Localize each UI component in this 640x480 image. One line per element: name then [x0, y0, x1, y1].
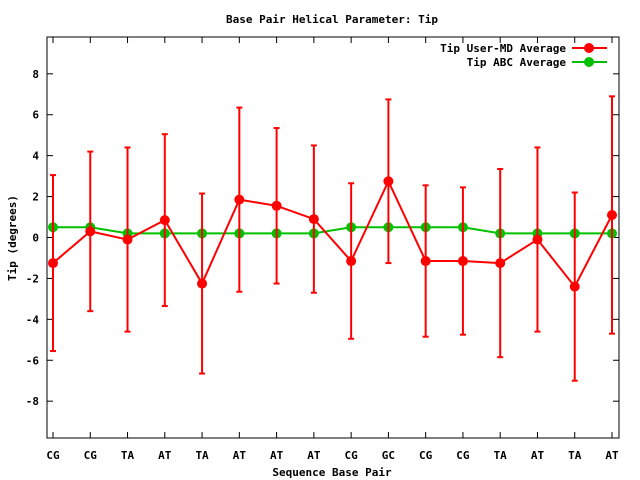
series-line-abc	[53, 226, 612, 235]
y-tick-label: 2	[32, 191, 39, 204]
legend-label: Tip ABC Average	[467, 56, 567, 69]
series-user-md	[48, 95, 617, 382]
x-tick-label: AT	[307, 449, 321, 462]
y-tick-label: 8	[32, 68, 39, 81]
legend-marker	[584, 57, 594, 67]
y-tick-label: -2	[26, 272, 39, 285]
x-tick-label: AT	[270, 449, 284, 462]
y-axis-label: Tip (degrees)	[6, 195, 19, 281]
data-point-user-md	[197, 278, 208, 289]
data-point-user-md	[457, 256, 468, 267]
series-line-user-md	[52, 178, 613, 289]
x-tick-label: AT	[233, 449, 247, 462]
legend-marker	[584, 43, 594, 53]
y-tick-label: 0	[32, 232, 39, 245]
x-tick-label: CG	[345, 449, 359, 462]
data-point-user-md	[122, 234, 133, 245]
x-axis-label: Sequence Base Pair	[272, 466, 392, 479]
x-tick-label: TA	[195, 449, 209, 462]
data-point-user-md	[346, 256, 357, 267]
x-tick-label: AT	[158, 449, 172, 462]
y-tick-label: -8	[26, 395, 39, 408]
data-point-user-md	[383, 176, 394, 187]
data-point-user-md	[532, 234, 543, 245]
x-tick-label: AT	[531, 449, 545, 462]
legend-label: Tip User-MD Average	[440, 42, 566, 55]
data-point-user-md	[48, 258, 58, 269]
data-point-user-md	[85, 226, 96, 237]
x-tick-label: TA	[494, 449, 508, 462]
series-layer	[48, 95, 617, 382]
y-tick-label: 6	[32, 109, 39, 122]
data-point-user-md	[569, 281, 580, 292]
x-tick-label: CG	[419, 449, 433, 462]
data-point-user-md	[271, 200, 282, 211]
data-point-user-md	[159, 215, 170, 226]
y-tick-label: -4	[26, 313, 40, 326]
axis-ticks: -8 -6 -4 -2 0 2 4 6 8 CG CG TA AT TA AT AT AT CG GC CG CG TA A…	[26, 37, 619, 462]
y-tick-label: -6	[26, 354, 40, 367]
data-point-user-md	[234, 194, 245, 205]
chart-title: Base Pair Helical Parameter: Tip	[226, 13, 438, 26]
x-tick-label: CG	[46, 449, 60, 462]
data-point-user-md	[607, 209, 617, 220]
data-point-user-md	[420, 256, 431, 267]
x-tick-label: TA	[568, 449, 582, 462]
x-tick-label: GC	[382, 449, 395, 462]
x-tick-label: TA	[121, 449, 135, 462]
x-tick-label: CG	[456, 449, 470, 462]
y-tick-label: 4	[32, 150, 39, 163]
x-tick-label: CG	[84, 449, 98, 462]
data-point-user-md	[495, 258, 506, 269]
data-point-user-md	[308, 214, 319, 225]
x-tick-label: AT	[605, 449, 619, 462]
